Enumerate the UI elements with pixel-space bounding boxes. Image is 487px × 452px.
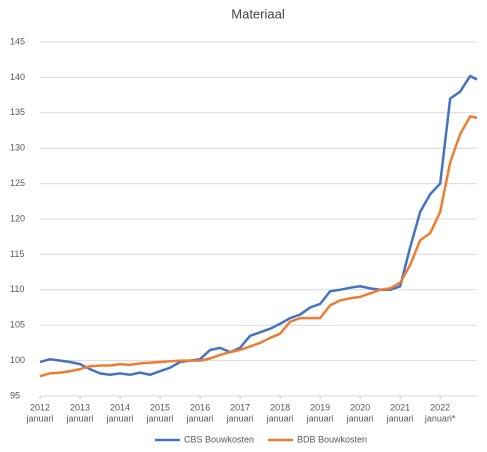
y-tick-label: 135 bbox=[10, 107, 25, 117]
x-tick-label: 2020 bbox=[350, 402, 370, 412]
y-tick-label: 95 bbox=[10, 390, 20, 400]
x-tick-sublabel: januari bbox=[186, 413, 214, 423]
chart-title: Materiaal bbox=[231, 6, 285, 21]
x-tick-sublabel: januari bbox=[386, 413, 414, 423]
data-line bbox=[39, 74, 478, 377]
x-tick-label: 2022 bbox=[430, 402, 450, 412]
x-tick-label: 2014 bbox=[110, 402, 130, 412]
x-tick-label: 2012 bbox=[30, 402, 50, 412]
x-tick-label: 2019 bbox=[310, 402, 330, 412]
x-tick-sublabel: januari* bbox=[424, 413, 456, 423]
y-tick-label: 140 bbox=[10, 72, 25, 82]
x-tick-sublabel: januari bbox=[346, 413, 374, 423]
x-tick-sublabel: januari bbox=[146, 413, 174, 423]
y-tick-label: 110 bbox=[10, 284, 24, 294]
x-tick-label: 2015 bbox=[150, 402, 170, 412]
x-tick-label: 2017 bbox=[230, 402, 250, 412]
data-line bbox=[39, 115, 478, 378]
y-tick-label: 100 bbox=[10, 355, 25, 365]
x-tick-sublabel: januari bbox=[66, 413, 94, 423]
y-tick-label: 130 bbox=[10, 143, 25, 153]
legend-label: CBS Bouwkosten bbox=[184, 434, 254, 444]
y-tick-label: 125 bbox=[10, 178, 25, 188]
x-tick-label: 2013 bbox=[70, 402, 90, 412]
x-tick-label: 2021 bbox=[390, 402, 410, 412]
x-tick-sublabel: januari bbox=[306, 413, 334, 423]
x-tick-sublabel: januari bbox=[226, 413, 254, 423]
x-tick-label: 2018 bbox=[270, 402, 290, 412]
x-tick-sublabel: januari bbox=[106, 413, 134, 423]
y-tick-label: 145 bbox=[10, 36, 25, 46]
y-tick-label: 105 bbox=[10, 320, 25, 330]
y-tick-label: 115 bbox=[10, 249, 24, 259]
x-tick-sublabel: januari bbox=[266, 413, 294, 423]
x-tick-label: 2016 bbox=[190, 402, 210, 412]
y-tick-label: 120 bbox=[10, 213, 25, 223]
legend-label: BDB Bouwkosten bbox=[297, 434, 367, 444]
x-tick-sublabel: januari bbox=[25, 413, 53, 423]
